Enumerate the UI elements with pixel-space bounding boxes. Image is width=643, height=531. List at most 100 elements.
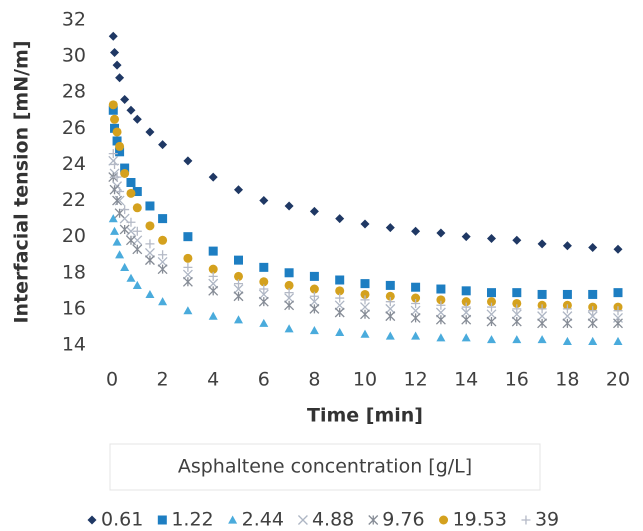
data-point — [120, 205, 130, 215]
data-point — [537, 239, 547, 249]
y-tick-label: 24 — [62, 153, 86, 175]
data-point — [182, 276, 193, 287]
legend-label: 9.76 — [382, 509, 424, 531]
data-point — [284, 300, 295, 311]
data-point — [411, 282, 421, 292]
data-point — [537, 289, 547, 299]
data-point — [112, 60, 122, 70]
data-point — [112, 127, 122, 137]
data-point — [115, 141, 125, 151]
data-point — [112, 195, 123, 206]
data-point — [109, 184, 120, 195]
data-point — [461, 302, 471, 312]
data-point — [512, 298, 522, 308]
data-point — [110, 48, 120, 57]
data-point — [110, 159, 120, 169]
data-point — [132, 226, 142, 236]
data-point — [132, 114, 142, 124]
data-point — [334, 300, 345, 311]
data-point — [511, 316, 522, 327]
data-point — [411, 331, 421, 340]
y-tick-label: 18 — [62, 261, 86, 283]
legend-marker — [157, 515, 167, 525]
data-point — [411, 293, 421, 303]
data-point — [436, 333, 446, 342]
data-point — [335, 275, 345, 285]
data-point — [512, 304, 522, 314]
data-point — [360, 219, 370, 229]
legend-marker — [87, 515, 97, 525]
data-point — [309, 271, 319, 281]
data-point — [208, 278, 219, 289]
legend-label: 1.22 — [171, 509, 213, 531]
data-point — [258, 296, 269, 307]
data-point — [259, 196, 269, 206]
data-point — [126, 105, 136, 115]
data-point — [309, 206, 319, 216]
data-point — [411, 226, 421, 236]
data-point — [613, 244, 623, 254]
data-point — [112, 237, 122, 246]
data-point — [436, 228, 446, 238]
data-point — [487, 233, 496, 243]
legend-marker — [439, 515, 449, 525]
data-point — [613, 336, 623, 345]
data-point — [145, 289, 155, 299]
data-point — [461, 333, 471, 342]
data-point — [115, 73, 125, 83]
data-point — [309, 303, 320, 314]
data-point — [385, 311, 396, 322]
data-point — [487, 335, 496, 344]
data-point — [487, 288, 496, 298]
data-point — [119, 224, 130, 235]
data-point — [108, 105, 118, 115]
data-point — [537, 304, 547, 314]
data-point — [258, 289, 269, 300]
data-point — [110, 114, 120, 124]
data-point — [112, 136, 122, 146]
data-point — [410, 305, 421, 316]
y-tick-label: 22 — [62, 189, 86, 211]
data-point — [360, 289, 370, 299]
data-point — [487, 302, 496, 312]
data-point — [112, 172, 122, 182]
data-point — [461, 307, 472, 318]
data-point — [132, 203, 142, 213]
x-axis-title: Time [min] — [307, 405, 423, 427]
y-tick-label: 20 — [62, 225, 86, 247]
data-point — [132, 244, 143, 255]
data-point — [410, 312, 421, 323]
data-point — [436, 284, 446, 294]
data-point — [108, 100, 118, 110]
data-point — [562, 318, 573, 329]
data-point — [587, 311, 598, 322]
y-tick-label: 16 — [62, 297, 86, 319]
data-point — [208, 285, 219, 296]
data-point — [259, 318, 269, 327]
data-point — [234, 255, 243, 265]
data-point — [108, 214, 118, 223]
data-point — [385, 303, 396, 314]
y-tick-label: 26 — [62, 117, 86, 139]
data-point — [110, 226, 120, 235]
data-point — [461, 314, 472, 325]
data-point — [234, 315, 243, 324]
data-point — [512, 235, 522, 245]
legend-marker — [228, 515, 238, 524]
legend-marker — [368, 515, 379, 525]
y-tick-label: 28 — [62, 81, 86, 103]
x-tick-label: 20 — [606, 369, 630, 391]
data-point — [208, 246, 218, 256]
data-point — [360, 295, 370, 305]
data-point — [158, 235, 168, 245]
data-point — [145, 239, 155, 249]
x-tick-label: 12 — [404, 369, 428, 391]
data-point — [284, 324, 294, 333]
data-point — [334, 307, 345, 318]
data-point — [613, 318, 623, 329]
data-point — [385, 297, 395, 307]
data-point — [115, 187, 125, 197]
data-point — [537, 318, 548, 329]
data-point — [120, 262, 130, 271]
data-point — [120, 168, 130, 178]
